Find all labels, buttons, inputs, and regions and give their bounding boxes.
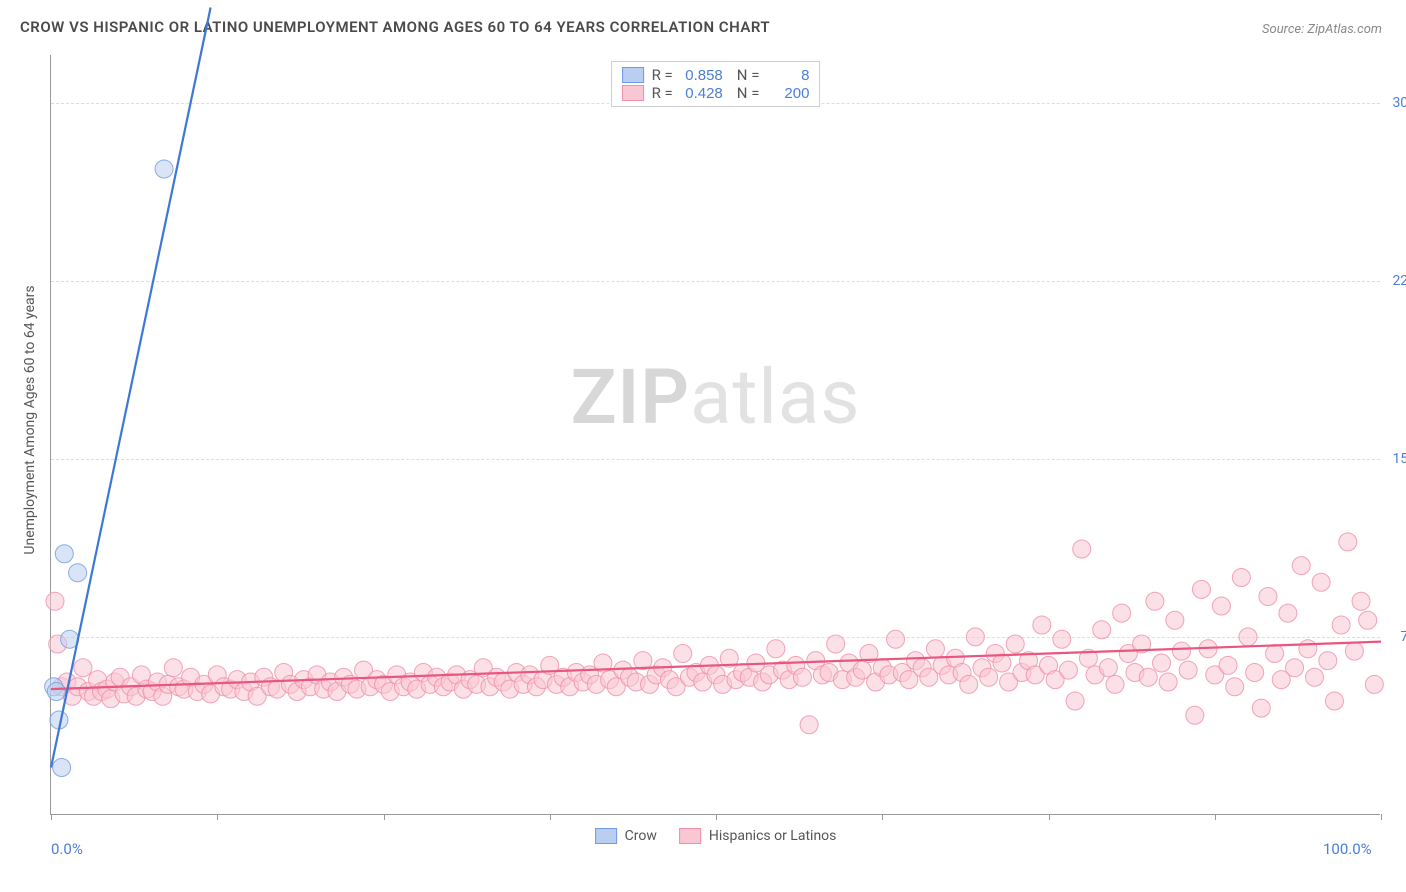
y-tick-label: 30.0% [1382,95,1406,111]
legend-correlation-box: R = 0.858 N = 8 R = 0.428 N = 200 [611,61,821,107]
x-tick [716,814,717,820]
legend-n-label: N = [737,84,760,102]
y-tick-label: 22.5% [1382,273,1406,289]
chart-title: CROW VS HISPANIC OR LATINO UNEMPLOYMENT … [20,18,770,36]
x-tick [1049,814,1050,820]
legend-n-label: N = [737,66,760,84]
legend-r-label: R = [652,84,673,102]
legend-swatch [622,85,644,101]
legend-label: Crow [625,828,657,844]
x-tick-label: 100.0% [1323,840,1372,858]
legend-n-value: 8 [767,67,809,84]
scatter-svg [51,55,1380,814]
x-tick [217,814,218,820]
legend-r-label: R = [652,66,673,84]
legend-row-hispanic: R = 0.428 N = 200 [622,84,810,102]
x-tick [384,814,385,820]
x-tick [882,814,883,820]
x-tick [550,814,551,820]
legend-swatch [595,828,617,844]
y-tick-label: 7.5% [1382,629,1406,645]
legend-series: Crow Hispanics or Latinos [595,828,837,844]
legend-row-crow: R = 0.858 N = 8 [622,66,810,84]
y-axis-label: Unemployment Among Ages 60 to 64 years [22,285,38,554]
legend-label: Hispanics or Latinos [709,828,837,844]
x-tick [1215,814,1216,820]
legend-r-value: 0.858 [681,67,723,84]
legend-r-value: 0.428 [681,85,723,102]
plot-area: ZIPatlas 7.5%15.0%22.5%30.0% R =0.858N =… [50,55,1380,815]
legend-n-value: 200 [767,85,809,102]
x-tick-label: 0.0% [51,840,83,858]
x-tick [1381,814,1382,820]
x-tick [51,814,52,820]
source-attribution: Source: ZipAtlas.com [1262,22,1382,37]
legend-swatch [679,828,701,844]
y-tick-label: 15.0% [1382,451,1406,467]
legend-swatch [622,67,644,83]
legend-item-hispanic: Hispanics or Latinos [679,828,837,844]
legend-item-crow: Crow [595,828,657,844]
